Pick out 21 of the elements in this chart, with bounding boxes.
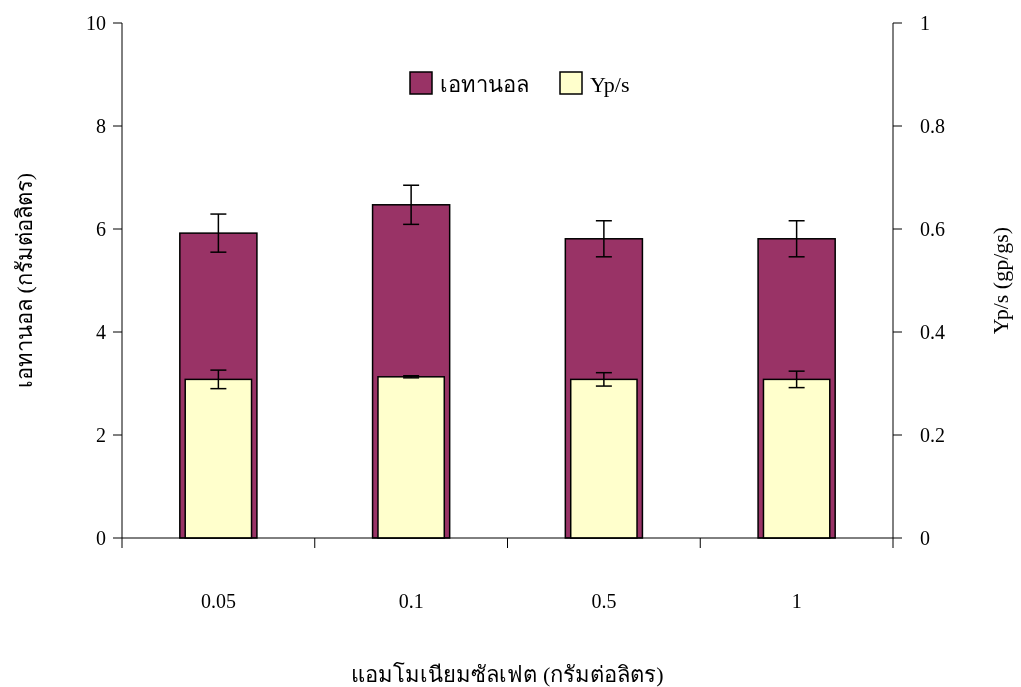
y2-tick-label: 0.2: [920, 424, 945, 446]
x-axis-title: แอมโมเนียมซัลเฟต (กรัมต่อลิตร): [351, 662, 664, 687]
x-tick-label: 0.05: [200, 590, 236, 612]
y-tick-label: 10: [86, 12, 106, 34]
legend-label: Yp/s: [590, 72, 630, 97]
y2-tick-label: 0: [920, 527, 930, 549]
x-tick-label: 0.1: [398, 590, 424, 612]
y2-tick-label: 0.6: [920, 218, 945, 240]
y-tick-label: 6: [96, 218, 106, 240]
y2-axis-title: Yp/s (gp/gs): [988, 226, 1013, 335]
y-tick-label: 8: [96, 115, 106, 137]
y2-tick-label: 0.4: [920, 321, 945, 343]
y2-tick-label: 1: [920, 12, 930, 34]
y-axis-title: เอทานอล (กรัมต่อลิตร): [12, 172, 37, 389]
legend-label: เอทานอล: [440, 72, 529, 97]
y-tick-label: 0: [96, 527, 106, 549]
x-tick-label: 0.5: [591, 590, 617, 612]
x-tick-label: 1: [791, 590, 802, 612]
y-tick-label: 2: [96, 424, 106, 446]
y-tick-label: 4: [96, 321, 106, 343]
y2-tick-label: 0.8: [920, 115, 945, 137]
